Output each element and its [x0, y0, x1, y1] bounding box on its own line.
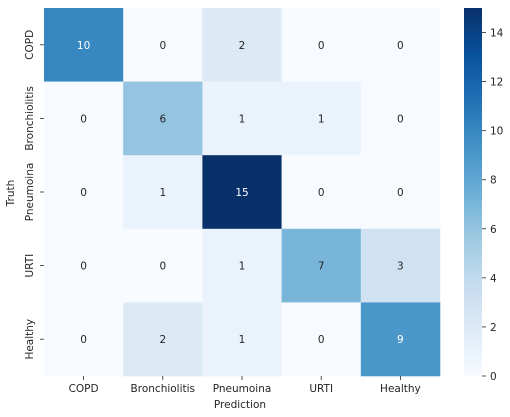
cell-value-label: 9	[397, 334, 404, 346]
heatmap-cell	[44, 81, 124, 156]
y-tick-label: Bronchiolitis	[24, 86, 36, 150]
heatmap-cell	[360, 81, 441, 156]
colorbar-tick-label: 4	[490, 273, 497, 285]
y-tick-label: URTI	[24, 254, 36, 278]
heatmap-cell	[360, 155, 441, 230]
y-axis-ticks: COPD Bronchiolitis Pneumoina URTI Healthy	[24, 30, 44, 360]
x-tick-label: COPD	[69, 383, 99, 395]
cell-value-label: 2	[239, 40, 246, 52]
heatmap-cell	[123, 8, 203, 82]
cell-value-label: 0	[318, 40, 325, 52]
heatmap-cell	[44, 155, 124, 230]
x-tick-label: Bronchiolitis	[131, 383, 195, 395]
heatmap-cell	[44, 302, 124, 377]
x-axis-ticks: COPD Bronchiolitis Pneumoina URTI Healthy	[69, 376, 421, 395]
heatmap-cell	[360, 228, 441, 303]
cell-value-label: 0	[397, 113, 404, 125]
heatmap-cell	[44, 8, 124, 82]
x-tick-label: Pneumoina	[213, 383, 272, 395]
heatmap-cell	[123, 155, 203, 230]
x-tick-label: Healthy	[380, 383, 421, 395]
cell-value-label: 0	[318, 187, 325, 199]
colorbar-tick-label: 12	[490, 77, 503, 89]
cell-value-label: 15	[235, 187, 248, 199]
heatmap-cell	[281, 228, 362, 303]
colorbar-tick-label: 8	[490, 175, 497, 187]
heatmap-cell	[202, 155, 282, 230]
cell-value-label: 7	[318, 261, 325, 273]
colorbar-tick-label: 10	[490, 126, 503, 138]
cell-value-label: 0	[80, 187, 87, 199]
colorbar	[464, 8, 482, 376]
heatmap-cell	[281, 8, 362, 82]
heatmap-cell	[202, 81, 282, 156]
cell-value-label: 6	[159, 113, 166, 125]
x-tick-label: URTI	[309, 383, 333, 395]
y-axis-label: Truth	[5, 180, 17, 208]
cell-value-label: 1	[159, 187, 166, 199]
heatmap-cell	[44, 228, 124, 303]
cell-value-label: 0	[318, 334, 325, 346]
cell-value-label: 0	[80, 261, 87, 273]
heatmap-cell	[123, 81, 203, 156]
colorbar-tick-label: 0	[490, 371, 497, 383]
heatmap-cell	[281, 302, 362, 377]
colorbar-tick-label: 6	[490, 224, 497, 236]
cell-value-label: 0	[397, 40, 404, 52]
heatmap-cell	[360, 302, 441, 377]
cell-value-label: 0	[159, 261, 166, 273]
cell-value-label: 1	[239, 334, 246, 346]
heatmap-cell	[202, 8, 282, 82]
cell-value-label: 10	[77, 40, 90, 52]
heatmap-cell-labels: 10 0 2 0 00 6 1 1 00 1 15 0 00 0 1 7 30 2 1 0 9	[77, 40, 404, 346]
heatmap-cells	[44, 8, 441, 377]
cell-value-label: 1	[318, 113, 325, 125]
heatmap-cell	[123, 228, 203, 303]
cell-value-label: 3	[397, 261, 404, 273]
heatmap-cell	[202, 302, 282, 377]
cell-value-label: 0	[80, 113, 87, 125]
cell-value-label: 2	[159, 334, 166, 346]
heatmap-cell	[281, 81, 362, 156]
heatmap-cell	[202, 228, 282, 303]
cell-value-label: 0	[80, 334, 87, 346]
colorbar-gradient	[464, 8, 482, 376]
cell-value-label: 1	[239, 113, 246, 125]
heatmap-cell	[123, 302, 203, 377]
colorbar-tick-label: 14	[490, 28, 504, 40]
cell-value-label: 0	[397, 187, 404, 199]
x-axis-label: Prediction	[214, 399, 266, 411]
colorbar-tick-label: 2	[490, 322, 497, 334]
heatmap-cell	[360, 8, 441, 82]
y-tick-label: COPD	[24, 30, 36, 60]
cell-value-label: 1	[239, 261, 246, 273]
y-tick-label: Healthy	[24, 319, 36, 360]
colorbar-ticks: 0 2 4 6 8 10 12 14	[482, 28, 504, 383]
y-tick-label: Pneumoina	[24, 163, 36, 222]
cell-value-label: 0	[159, 40, 166, 52]
heatmap-cell	[281, 155, 362, 230]
